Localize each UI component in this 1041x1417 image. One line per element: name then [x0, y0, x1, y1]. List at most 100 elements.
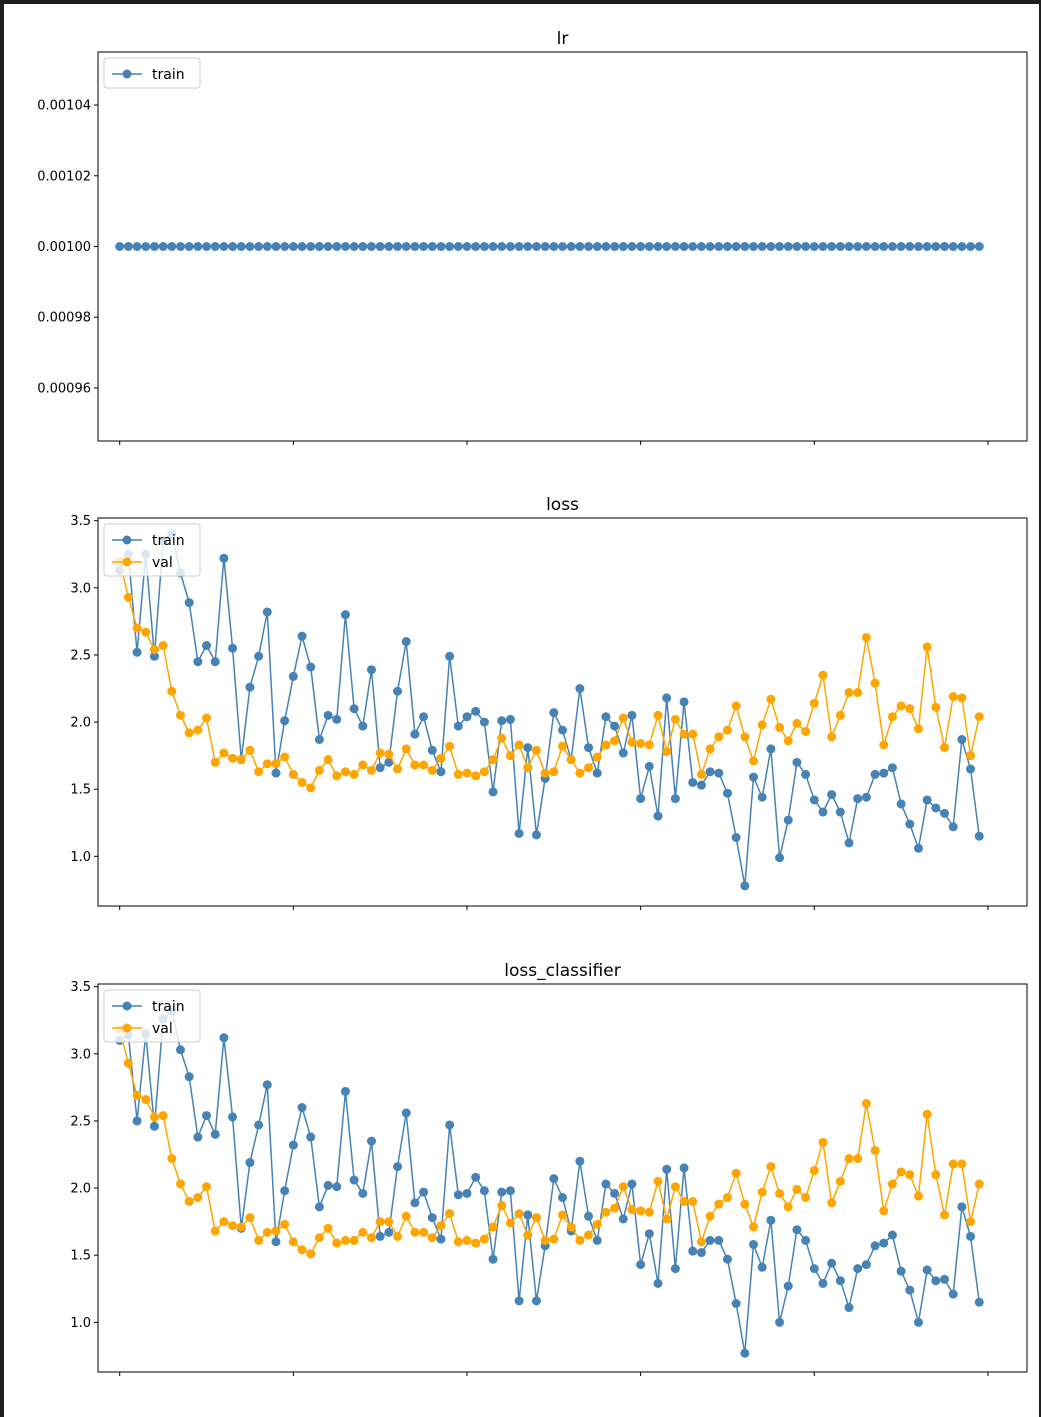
- data-point-val: [584, 763, 594, 773]
- data-point-train: [974, 1297, 984, 1307]
- data-point-val: [636, 1206, 646, 1216]
- data-point-train: [801, 1235, 811, 1245]
- data-point-val: [514, 1209, 524, 1219]
- data-point-val: [288, 1237, 298, 1247]
- data-point-train: [905, 242, 915, 251]
- data-point-train: [523, 242, 533, 251]
- legend: train: [103, 57, 201, 89]
- data-point-val: [714, 1199, 724, 1209]
- data-point-val: [306, 1249, 316, 1259]
- data-point-val: [505, 751, 515, 761]
- data-point-val: [202, 713, 212, 723]
- data-point-val: [210, 757, 220, 767]
- data-point-val: [306, 783, 316, 793]
- data-point-val: [436, 753, 446, 763]
- data-point-val: [349, 1235, 359, 1245]
- data-point-val: [540, 1235, 550, 1245]
- data-point-val: [410, 760, 420, 770]
- data-point-val: [931, 702, 941, 712]
- data-point-train: [827, 1258, 837, 1268]
- data-point-train: [488, 242, 498, 251]
- data-point-train: [245, 1158, 255, 1168]
- data-point-val: [887, 712, 897, 722]
- legend: train val: [103, 523, 201, 577]
- data-point-val: [471, 1238, 481, 1248]
- data-point-train: [905, 819, 915, 829]
- data-point-val: [887, 1179, 897, 1189]
- data-point-val: [870, 1145, 880, 1155]
- data-point-train: [740, 242, 750, 251]
- data-point-train: [523, 1210, 533, 1220]
- data-point-val: [644, 740, 654, 750]
- data-point-val: [844, 688, 854, 698]
- data-point-train: [132, 242, 142, 251]
- data-point-train: [436, 1234, 446, 1244]
- data-point-train: [879, 242, 889, 251]
- data-point-train: [861, 792, 871, 802]
- data-point-train: [957, 735, 967, 745]
- data-point-val: [254, 767, 264, 777]
- data-point-val: [427, 765, 437, 775]
- data-point-train: [688, 1246, 698, 1256]
- data-point-train: [323, 710, 333, 720]
- data-point-val: [340, 767, 350, 777]
- data-point-train: [775, 853, 785, 863]
- data-point-train: [931, 242, 941, 251]
- data-point-val: [366, 1233, 376, 1243]
- data-point-val: [922, 642, 932, 652]
- data-point-train: [844, 838, 854, 848]
- data-point-train: [384, 242, 394, 251]
- data-point-val: [514, 740, 524, 750]
- data-point-train: [375, 763, 385, 773]
- data-point-val: [184, 728, 194, 738]
- axes-frame: [97, 983, 1028, 1373]
- y-tick-label: 3.5: [70, 514, 91, 529]
- data-point-train: [445, 1120, 455, 1130]
- data-point-train: [705, 1235, 715, 1245]
- data-point-val: [905, 1170, 915, 1180]
- data-point-train: [940, 242, 950, 251]
- data-point-val: [775, 1188, 785, 1198]
- data-point-val: [783, 736, 793, 746]
- data-point-train: [627, 242, 637, 251]
- data-point-train: [775, 242, 785, 251]
- data-point-val: [618, 1182, 628, 1192]
- data-point-val: [653, 1176, 663, 1186]
- data-point-val: [705, 744, 715, 754]
- y-tick-label: 0.00104: [37, 99, 91, 114]
- data-point-val: [679, 729, 689, 739]
- data-point-train: [688, 777, 698, 787]
- data-point-val: [497, 1201, 507, 1211]
- data-point-train: [644, 761, 654, 771]
- data-point-train: [514, 829, 524, 839]
- legend-label-train: train: [152, 533, 185, 549]
- data-point-train: [479, 242, 489, 251]
- data-point-train: [358, 721, 368, 731]
- data-point-train: [349, 704, 359, 714]
- data-point-val: [662, 1214, 672, 1224]
- data-point-val: [696, 769, 706, 779]
- data-point-train: [158, 242, 168, 251]
- data-point-train: [670, 794, 680, 804]
- data-point-train: [792, 242, 802, 251]
- legend-label-train: train: [152, 999, 185, 1015]
- data-point-train: [401, 242, 411, 251]
- data-point-train: [332, 1182, 342, 1192]
- data-point-train: [427, 242, 437, 251]
- data-point-train: [896, 242, 906, 251]
- data-point-val: [740, 732, 750, 742]
- data-point-train: [393, 686, 403, 696]
- data-point-val: [905, 704, 915, 714]
- data-point-train: [766, 744, 776, 754]
- data-point-train: [349, 1175, 359, 1185]
- data-point-train: [896, 1266, 906, 1276]
- data-point-train: [366, 665, 376, 675]
- data-point-train: [445, 651, 455, 661]
- data-point-val: [280, 752, 290, 762]
- data-point-val: [453, 769, 463, 779]
- y-tick-label: 2.5: [70, 1114, 91, 1129]
- data-point-train: [149, 1121, 159, 1131]
- data-point-train: [662, 1164, 672, 1174]
- data-point-val: [149, 1112, 159, 1122]
- data-point-train: [731, 242, 741, 251]
